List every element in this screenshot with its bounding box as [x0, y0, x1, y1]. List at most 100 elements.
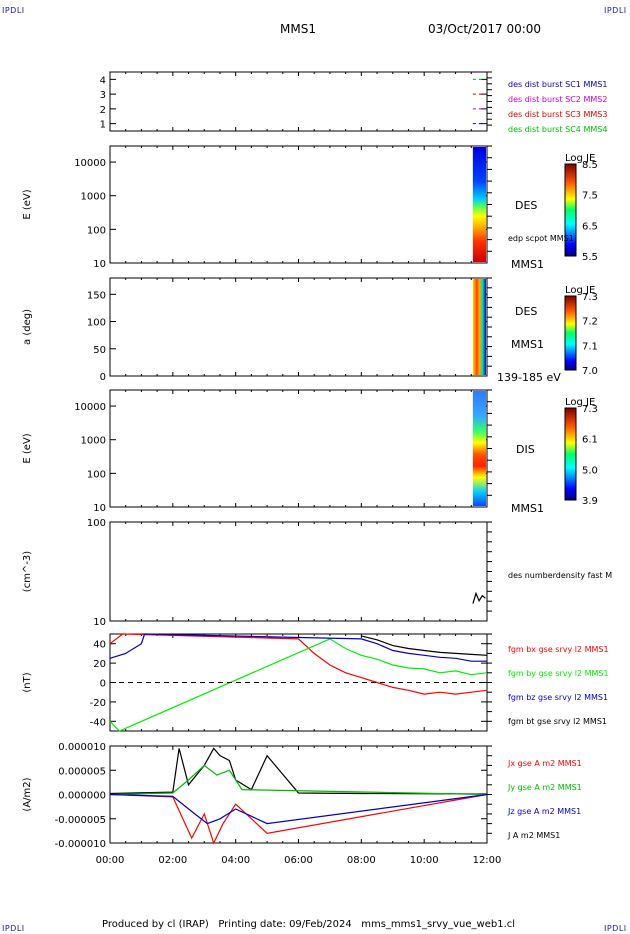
y-tick-label: -20 [90, 698, 106, 709]
panel-frame-des-energy [109, 145, 488, 264]
panel-label: DES [515, 199, 537, 212]
colorbar-tick-label: 7.5 [582, 191, 598, 202]
spectrogram-strip [472, 391, 486, 506]
y-tick-label: -0.000010 [55, 839, 106, 850]
colorbar-tick-label: 6.5 [582, 221, 598, 232]
footer-credit: Produced by cl (IRAP) Printing date: 09/… [102, 919, 516, 930]
spectrogram-strip [472, 279, 486, 375]
colorbar-tick-label: 7.2 [582, 317, 598, 328]
y-tick-label: 1000 [81, 436, 106, 447]
y-axis-label: (A/m2) [22, 777, 33, 811]
y-tick-label: 100 [87, 225, 106, 236]
y-tick-label: 4 [100, 75, 106, 86]
corner-label-top-right: IPDLI [604, 6, 627, 15]
x-tick-label: 12:00 [473, 855, 502, 866]
colorbar-title: Log JE [565, 153, 595, 164]
y-axis-label: (nT) [22, 672, 33, 692]
panel-label: DIS [516, 443, 535, 456]
y-tick-label: 3 [100, 90, 106, 101]
series-line [109, 633, 487, 662]
y-tick-label: 50 [93, 345, 106, 356]
colorbar [564, 295, 577, 371]
panel-frame-current [109, 745, 488, 844]
y-tick-label: 10 [93, 259, 106, 270]
colorbar-tick-label: 7.3 [582, 292, 598, 303]
legend-entry: fgm by gse srvy l2 MMS1 [508, 669, 609, 678]
y-tick-label: 1000 [81, 192, 106, 203]
colorbar-tick-label: 8.5 [582, 160, 598, 171]
panel-frame-dis-energy [109, 389, 488, 508]
panel-label: DES [515, 305, 537, 318]
series-line [109, 638, 488, 732]
y-tick-label: -0.000005 [55, 815, 106, 826]
colorbar-tick-label: 3.9 [582, 496, 598, 507]
colorbar [564, 407, 577, 501]
y-axis-label: E (eV) [22, 189, 33, 219]
y-tick-label: 10000 [74, 158, 106, 169]
series-line [109, 764, 488, 796]
x-tick-label: 06:00 [284, 855, 313, 866]
panel-frame-density [109, 521, 488, 622]
y-tick-label: 10 [93, 503, 106, 514]
legend-entry: des numberdensity fast M [508, 571, 612, 580]
colorbar-tick-label: 7.3 [582, 404, 598, 415]
corner-label-top-left: IPDLI [2, 6, 25, 15]
y-tick-label: 0.000000 [58, 791, 106, 802]
colorbar-tick-label: 7.0 [582, 366, 598, 377]
x-tick-label: 10:00 [410, 855, 439, 866]
page-title: MMS1 [280, 22, 316, 36]
legend-entry: des dist burst SC1 MMS1 [508, 80, 607, 89]
y-tick-label: 0 [100, 679, 106, 690]
y-tick-label: 0 [100, 372, 106, 383]
legend-entry: des dist burst SC3 MMS3 [508, 110, 607, 119]
legend-entry: des dist burst SC4 MMS4 [508, 125, 607, 134]
colorbar-title: Log JE [565, 397, 595, 408]
colorbar-tick-label: 5.0 [582, 465, 598, 476]
series-line [109, 633, 488, 695]
series-line [361, 635, 488, 656]
x-tick-label: 08:00 [347, 855, 376, 866]
legend-entry: fgm bt gse srvy l2 MMS1 [508, 717, 607, 726]
y-tick-label: 100 [87, 469, 106, 480]
legend-entry: Jx gse A m2 MMS1 [507, 759, 582, 768]
y-axis-label: (cm^-3) [22, 551, 33, 592]
panel-frame-burst [109, 71, 488, 132]
corner-label-bottom-right: IPDLI [604, 924, 627, 933]
legend-entry: Jy gse A m2 MMS1 [507, 783, 582, 792]
colorbar-title: Log JE [565, 285, 595, 296]
panel-bottom-label: MMS1 [511, 258, 544, 271]
colorbar-tick-label: 5.5 [582, 252, 598, 263]
x-tick-label: 00:00 [96, 855, 125, 866]
y-tick-label: 100 [87, 318, 106, 329]
series-line [109, 793, 488, 845]
panel-sublabel: MMS1 [511, 338, 544, 351]
x-tick-label: 02:00 [158, 855, 187, 866]
x-tick-label: 04:00 [221, 855, 250, 866]
legend-entry: Jz gse A m2 MMS1 [507, 807, 581, 816]
legend-entry: fgm bz gse srvy l2 MMS1 [508, 693, 608, 702]
panel-bottom-label: 139-185 eV [497, 371, 561, 384]
panel-frame-des-pitch [109, 277, 488, 377]
plot-datetime: 03/Oct/2017 00:00 [428, 22, 542, 36]
y-tick-label: 1 [100, 120, 106, 131]
colorbar [564, 163, 577, 257]
series-line [109, 793, 488, 825]
y-tick-label: 0.000005 [58, 766, 106, 777]
legend-entry: fgm bx gse srvy l2 MMS1 [508, 645, 609, 654]
panel-bottom-label: MMS1 [511, 502, 544, 515]
series-line [472, 591, 486, 604]
y-tick-label: 20 [93, 659, 106, 670]
y-tick-label: 2 [100, 105, 106, 116]
panel-sublabel: edp scpot MMS1 [508, 234, 574, 243]
legend-entry: J A m2 MMS1 [507, 831, 560, 840]
colorbar-tick-label: 7.1 [582, 341, 598, 352]
colorbar-tick-label: 6.1 [582, 435, 598, 446]
y-axis-label: E (eV) [22, 433, 33, 463]
y-tick-label: -40 [90, 717, 106, 728]
y-tick-label: 10000 [74, 402, 106, 413]
y-axis-label: a (deg) [22, 309, 33, 345]
y-tick-label: 10 [93, 617, 106, 628]
legend-entry: des dist burst SC2 MMS2 [508, 95, 607, 104]
y-tick-label: 100 [87, 518, 106, 529]
